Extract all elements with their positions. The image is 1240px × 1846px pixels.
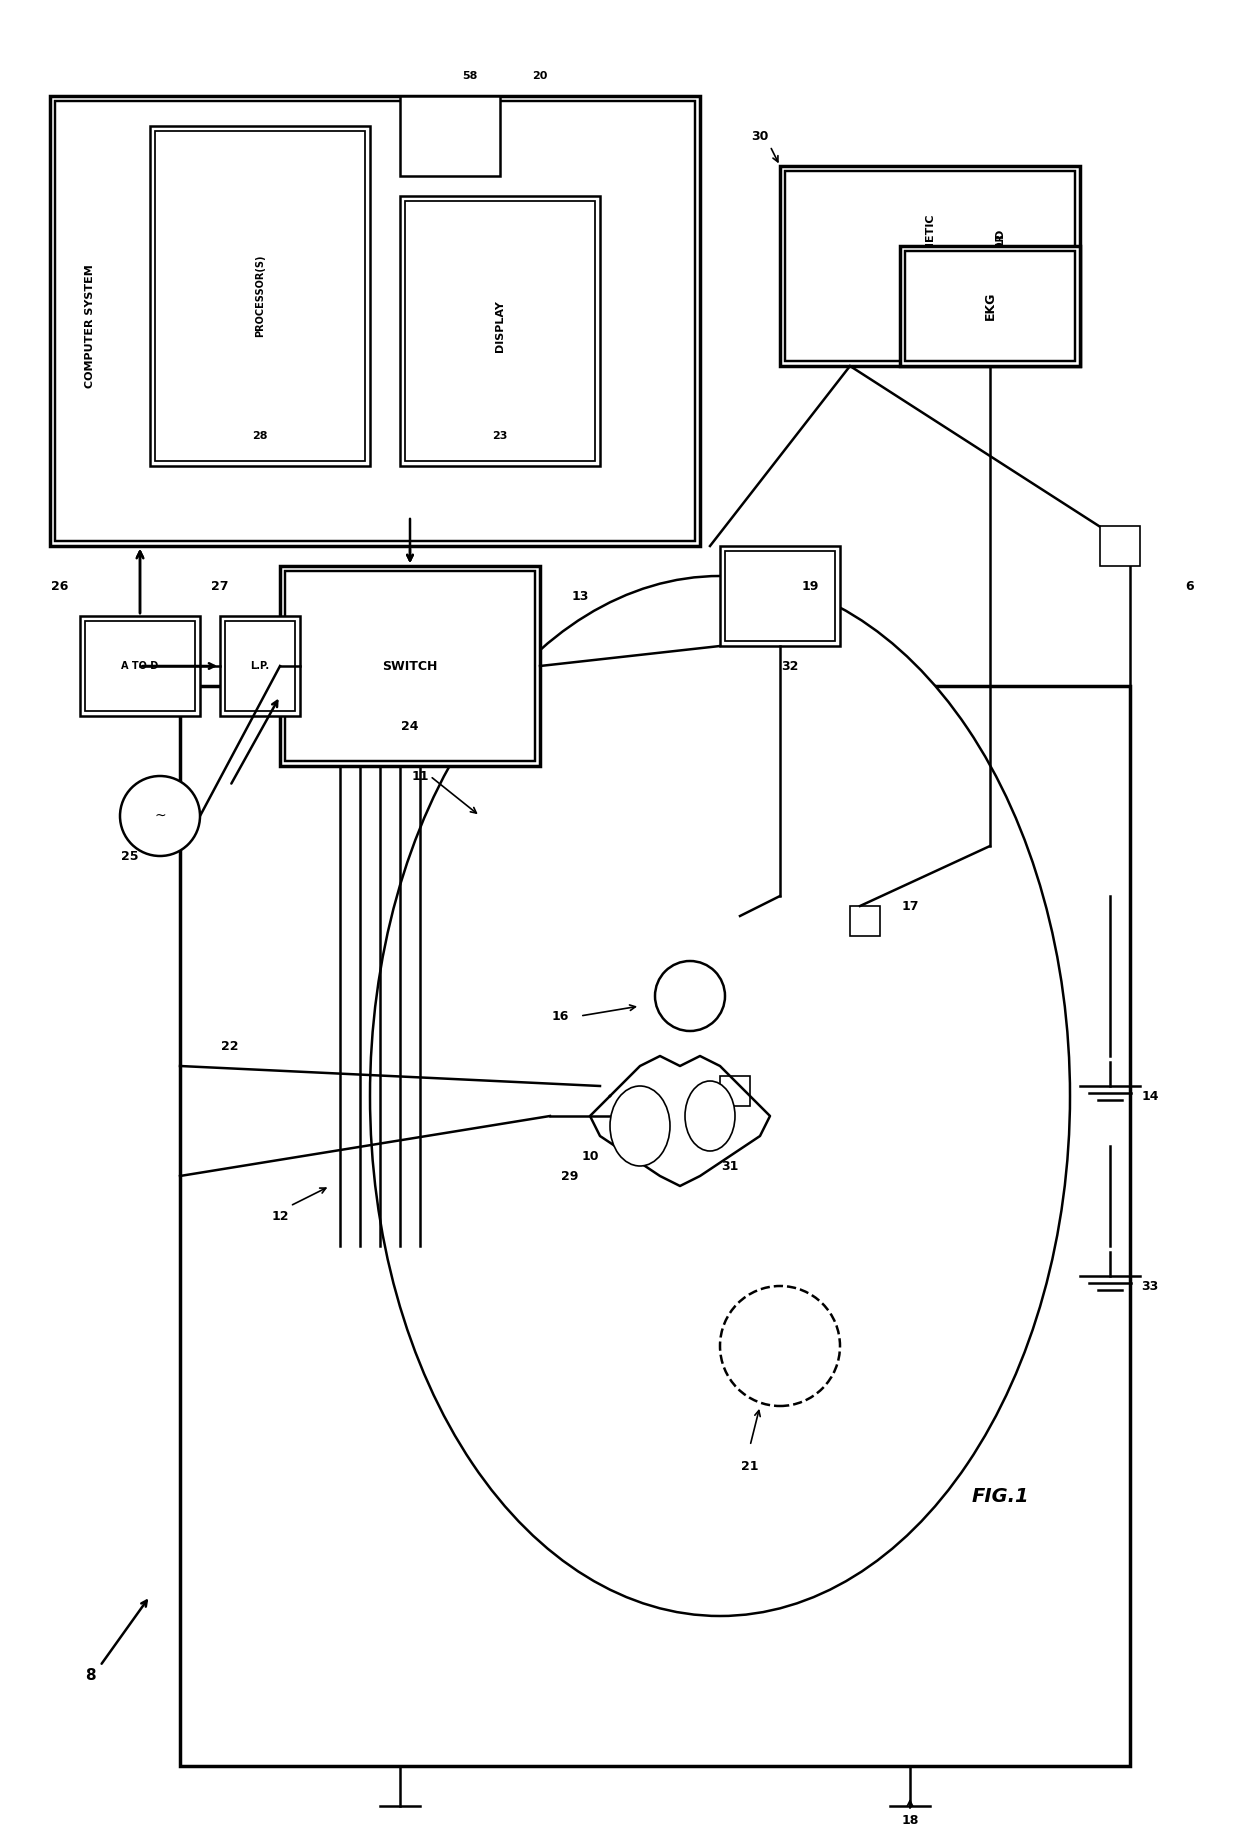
Text: 29: 29: [562, 1170, 579, 1183]
Ellipse shape: [370, 576, 1070, 1615]
Bar: [849, 906, 880, 936]
Bar: [401, 96, 500, 175]
Text: 58: 58: [463, 70, 477, 81]
Bar: [150, 126, 370, 465]
Bar: [50, 96, 701, 546]
Text: PROCESSOR(S): PROCESSOR(S): [255, 255, 265, 338]
Text: 18: 18: [901, 1815, 919, 1828]
Bar: [155, 131, 365, 462]
Text: DISPLAY: DISPLAY: [495, 301, 505, 353]
Bar: [1100, 526, 1140, 567]
Text: 32: 32: [781, 659, 799, 672]
Text: A TO D: A TO D: [122, 661, 159, 670]
Bar: [780, 166, 1080, 366]
Text: 6: 6: [1185, 580, 1194, 593]
Text: 8: 8: [84, 1669, 95, 1684]
Text: 28: 28: [252, 430, 268, 441]
Text: GENERATOR: GENERATOR: [994, 233, 1004, 299]
Bar: [905, 251, 1075, 362]
Bar: [725, 550, 835, 641]
Bar: [285, 570, 534, 761]
Text: 25: 25: [122, 849, 139, 862]
Bar: [81, 617, 200, 716]
Text: 11: 11: [412, 770, 429, 783]
Text: 26: 26: [51, 580, 68, 593]
Text: 12: 12: [272, 1209, 289, 1222]
Text: 23: 23: [492, 430, 507, 441]
Circle shape: [120, 775, 200, 857]
Text: ~: ~: [154, 809, 166, 823]
Bar: [219, 617, 300, 716]
Bar: [401, 196, 600, 465]
Ellipse shape: [610, 1085, 670, 1167]
Bar: [86, 620, 195, 711]
Bar: [55, 102, 694, 541]
Bar: [405, 201, 595, 462]
Text: 33: 33: [1141, 1279, 1158, 1292]
Text: 21: 21: [742, 1460, 759, 1473]
Text: 20: 20: [532, 70, 548, 81]
Text: COMPUTER SYSTEM: COMPUTER SYSTEM: [86, 264, 95, 388]
Bar: [280, 567, 539, 766]
Bar: [720, 546, 839, 646]
Text: 10: 10: [582, 1150, 599, 1163]
Bar: [900, 246, 1080, 366]
Text: FIG.1: FIG.1: [971, 1486, 1029, 1506]
Text: 27: 27: [211, 580, 228, 593]
Text: 24: 24: [402, 720, 419, 733]
Text: 17: 17: [901, 899, 919, 912]
Bar: [720, 1076, 750, 1106]
Text: L.P.: L.P.: [250, 661, 269, 670]
Text: 13: 13: [572, 589, 589, 602]
Circle shape: [655, 962, 725, 1032]
Text: 31: 31: [722, 1159, 739, 1172]
Bar: [180, 687, 1130, 1767]
Text: EKG: EKG: [983, 292, 997, 319]
Circle shape: [720, 1287, 839, 1407]
Text: MAGNETIC: MAGNETIC: [925, 214, 935, 279]
Text: SWITCH: SWITCH: [382, 659, 438, 672]
Text: 16: 16: [552, 1010, 569, 1023]
Text: 22: 22: [221, 1039, 239, 1052]
Ellipse shape: [684, 1082, 735, 1152]
Text: 19: 19: [801, 580, 818, 593]
Bar: [785, 172, 1075, 362]
Text: 30: 30: [751, 129, 769, 142]
Bar: [224, 620, 295, 711]
Text: FIELD: FIELD: [994, 229, 1004, 264]
Text: 14: 14: [1141, 1089, 1158, 1102]
